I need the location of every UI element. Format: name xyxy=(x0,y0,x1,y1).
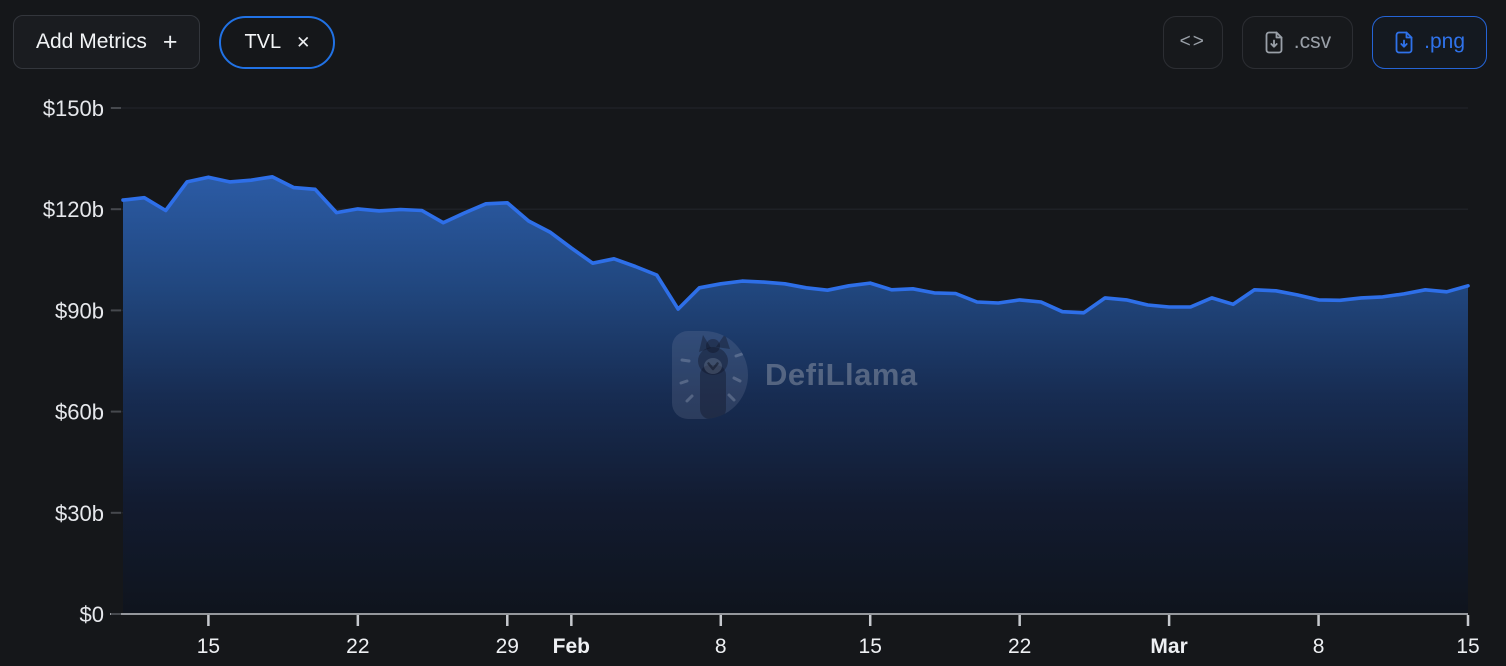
code-brackets-icon: <> xyxy=(1179,31,1206,52)
close-icon[interactable]: ✕ xyxy=(296,32,311,52)
toolbar-right: <> .csv .png xyxy=(1162,15,1487,69)
metric-pill-label: TVL xyxy=(244,30,282,53)
y-axis-label: $30b xyxy=(55,501,104,526)
add-metrics-label: Add Metrics xyxy=(36,30,147,53)
download-png-button[interactable]: .png xyxy=(1372,15,1487,69)
png-button-label: .png xyxy=(1424,30,1465,53)
x-axis-label: Feb xyxy=(553,635,590,658)
y-axis-label: $120b xyxy=(43,197,104,222)
download-csv-button[interactable]: .csv xyxy=(1241,15,1354,69)
csv-button-label: .csv xyxy=(1293,30,1332,53)
toolbar-left: Add Metrics + TVL ✕ xyxy=(13,15,336,69)
x-axis-label: 15 xyxy=(1456,635,1479,658)
x-axis-label: 15 xyxy=(197,635,220,658)
y-axis-label: $60b xyxy=(55,400,104,425)
metric-pill-tvl[interactable]: TVL ✕ xyxy=(219,15,336,69)
y-axis-label: $150b xyxy=(43,96,104,121)
embed-code-button[interactable]: <> xyxy=(1162,15,1223,69)
tvl-line-series xyxy=(121,175,1470,315)
download-file-icon xyxy=(1265,31,1283,53)
add-metrics-button[interactable]: Add Metrics + xyxy=(13,15,201,69)
x-axis-label: 8 xyxy=(715,635,727,658)
x-axis-label: Mar xyxy=(1150,635,1187,658)
x-axis-label: 22 xyxy=(346,635,369,658)
x-axis-label: 22 xyxy=(1008,635,1031,658)
x-axis-label: 8 xyxy=(1313,635,1325,658)
y-axis-label: $90b xyxy=(55,298,104,323)
chart-toolbar: Add Metrics + TVL ✕ <> .csv xyxy=(13,15,1487,69)
plus-icon: + xyxy=(162,27,178,56)
download-file-icon xyxy=(1395,31,1413,53)
y-axis-label: $0 xyxy=(80,602,104,627)
tvl-area-fill xyxy=(123,176,1468,615)
x-axis-label: 29 xyxy=(496,635,519,658)
x-axis-label: 15 xyxy=(859,635,882,658)
